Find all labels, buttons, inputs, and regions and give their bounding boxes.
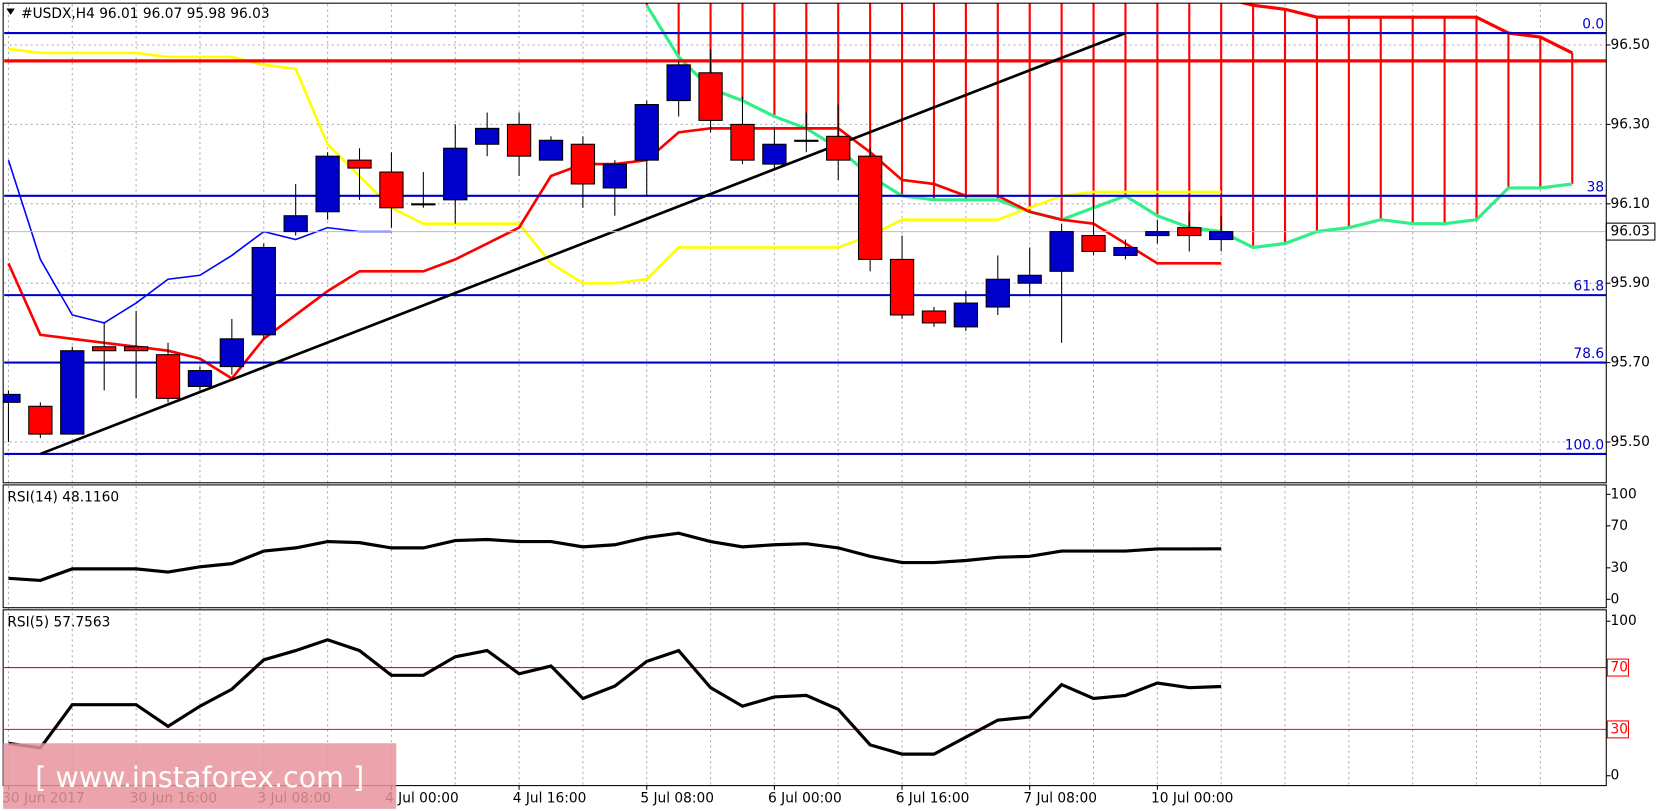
candle-body <box>730 123 755 161</box>
x-tick-label: 4 Jul 16:00 <box>513 790 587 806</box>
y-tick-label: 95.90 <box>1611 275 1650 291</box>
candle-body <box>889 258 915 316</box>
rsi14-panel <box>8 531 1222 583</box>
candle-body <box>347 159 372 169</box>
candle-body <box>826 135 851 161</box>
candle-body <box>506 123 532 157</box>
candle-body <box>379 171 404 209</box>
candle-body <box>411 203 436 206</box>
watermark-box <box>3 743 397 809</box>
level-label: 70 <box>1611 660 1628 676</box>
indicator-title: RSI(14) 48.1160 <box>7 490 119 506</box>
rsi14-frame <box>2 484 1607 609</box>
candle-body <box>698 72 723 121</box>
candle-body <box>219 338 245 368</box>
level-box <box>1606 720 1629 739</box>
candle-body <box>315 155 340 213</box>
candle-body <box>857 155 883 260</box>
fib-label: 0.0 <box>1582 17 1604 33</box>
fib-label: 38 <box>1587 179 1604 195</box>
span-b-line <box>1238 3 1573 55</box>
level-label: 30 <box>1611 721 1628 737</box>
candle-body <box>3 393 21 403</box>
candle-body <box>443 147 468 201</box>
candle-body <box>1049 231 1074 272</box>
candle-body <box>92 346 117 352</box>
y-tick-label: 100 <box>1611 613 1637 629</box>
y-tick-label: 30 <box>1611 560 1628 576</box>
x-tick-label: 6 Jul 16:00 <box>896 790 970 806</box>
y-tick-label: 95.50 <box>1611 434 1650 450</box>
candle-body <box>28 405 53 435</box>
y-tick-label: 100 <box>1611 486 1637 502</box>
y-tick-label: 70 <box>1611 518 1628 534</box>
y-tick-label: 95.70 <box>1611 355 1650 371</box>
rsi-line <box>8 638 1222 756</box>
price-frame <box>2 2 1607 484</box>
candle-body <box>1209 231 1234 241</box>
candle-body <box>60 350 85 435</box>
x-tick-label: 5 Jul 08:00 <box>640 790 714 806</box>
trendline <box>39 31 1126 456</box>
fib-label: 61.8 <box>1574 279 1605 295</box>
candle-body <box>251 246 276 336</box>
candle-body <box>634 104 659 161</box>
chikou-line <box>7 159 392 324</box>
level-box <box>1606 658 1629 677</box>
candle-body <box>1177 227 1202 237</box>
span-a-line <box>645 4 1573 250</box>
chart-title: #USDX,H4 96.01 96.07 95.98 96.03 <box>21 6 269 22</box>
candle-body <box>794 139 819 142</box>
candle-body <box>123 346 149 352</box>
candle-body <box>475 127 500 145</box>
candle-body <box>1113 246 1138 256</box>
candle-body <box>1017 274 1042 284</box>
y-tick-label: 0 <box>1611 768 1620 784</box>
candle-body <box>538 139 564 161</box>
candle-body <box>1081 235 1106 252</box>
fib-label: 100.0 <box>1565 437 1604 453</box>
price-panel <box>3 3 1607 456</box>
candle-body <box>953 302 979 328</box>
candle-body <box>666 64 691 102</box>
rsi-line <box>8 531 1222 583</box>
candle-body <box>570 143 596 185</box>
x-tick-label: 7 Jul 08:00 <box>1023 790 1097 806</box>
x-tick-label: 4 Jul 00:00 <box>385 790 459 806</box>
y-tick-label: 0 <box>1611 591 1620 607</box>
candle-body <box>762 143 787 165</box>
x-tick-label: 6 Jul 00:00 <box>768 790 842 806</box>
menu-arrow <box>6 8 15 15</box>
candle-body <box>602 163 627 189</box>
candle-body <box>283 215 308 233</box>
candle-body <box>187 370 213 387</box>
candle-body <box>1145 231 1170 237</box>
y-tick-label: 96.30 <box>1611 116 1650 132</box>
y-tick-label: 96.10 <box>1611 196 1650 212</box>
candle-body <box>921 310 947 324</box>
y-tick-label: 96.50 <box>1611 37 1650 53</box>
watermark: [ www.instaforex.com ] <box>35 760 364 794</box>
kijun-line <box>8 47 1222 285</box>
x-tick-label: 10 Jul 00:00 <box>1151 790 1233 806</box>
last-price-label: 96.03 <box>1611 224 1650 240</box>
candle-body <box>155 354 181 399</box>
rsi5-panel <box>4 638 1607 756</box>
fib-label: 78.6 <box>1574 346 1605 362</box>
indicator-title: RSI(5) 57.7563 <box>7 615 110 631</box>
candle-body <box>985 278 1010 308</box>
rsi5-frame <box>2 609 1607 787</box>
